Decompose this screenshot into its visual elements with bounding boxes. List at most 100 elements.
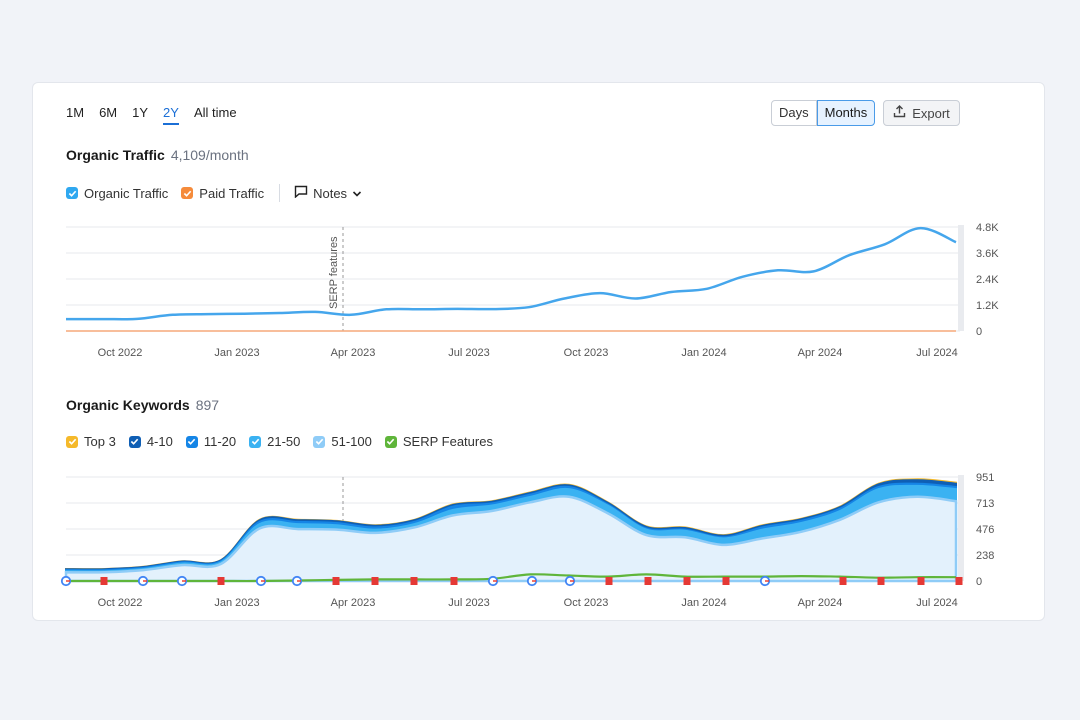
y-tick-label: 4.8K [976,222,999,234]
range-all-time[interactable]: All time [193,105,237,120]
legend-label: Paid Traffic [199,185,265,201]
note-flag-icon [955,577,963,585]
date-range-selector: 1M 6M 1Y 2Y All time [66,105,252,125]
keywords-title: Organic Keywords 897 [66,397,219,413]
notes-label: Notes [313,185,348,201]
note-flag-icon [100,577,108,585]
chevron-down-icon [352,186,362,201]
checkbox-icon [128,435,141,448]
note-flag-icon [917,577,925,585]
note-flag-icon [332,577,340,585]
legend-label: 4-10 [146,434,173,449]
upload-icon [893,105,906,121]
y-tick-label: 476 [976,524,994,536]
legend-label: 11-20 [203,434,237,449]
legend-divider [279,184,281,202]
x-tick-label: Apr 2023 [331,347,376,359]
legend-organic-traffic[interactable]: Organic Traffic [66,186,168,201]
traffic-title-text: Organic Traffic [66,147,165,163]
organic-traffic-line [66,226,957,321]
y-tick-label: 238 [976,550,994,562]
legend-label: Top 3 [84,434,116,449]
months-button[interactable]: Months [816,100,876,126]
google-update-icon [759,575,771,587]
range-2y[interactable]: 2Y [163,105,179,125]
export-label: Export [912,105,950,121]
x-tick-label: Oct 2022 [98,347,143,359]
y-tick-label: 2.4K [976,274,999,286]
y-tick-label: 0 [976,576,982,588]
organic-research-card: 1M 6M 1Y 2Y All time Days Months Export … [32,82,1045,621]
x-tick-label: Oct 2023 [564,597,609,609]
legend-label: SERP Features [402,434,493,449]
range-1m[interactable]: 1M [66,105,85,120]
checkbox-icon [384,435,397,448]
note-flag-icon [683,577,691,585]
51-100-area [64,495,958,583]
note-flag-icon [410,577,418,585]
traffic-value: 4,109/month [170,147,249,163]
keywords-legend: Top 3 4-10 11-20 21-50 51-100 SERP Featu… [66,434,506,449]
x-tick-label: Jan 2024 [681,597,726,609]
y-tick-label: 713 [976,498,994,510]
google-update-icon [526,575,538,587]
comment-icon [294,185,308,201]
checkbox-icon [181,187,194,199]
checkbox-icon [185,435,198,448]
annotation-label: SERP features [328,236,340,309]
google-update-icon [487,575,499,587]
x-tick-label: Apr 2024 [798,347,843,359]
checkbox-icon [66,187,78,199]
days-button[interactable]: Days [771,100,817,126]
google-update-icon [137,575,149,587]
chart-end-bar [958,225,964,331]
legend-serp-features[interactable]: SERP Features [384,434,493,449]
x-tick-label: Jan 2023 [214,597,259,609]
export-button[interactable]: Export [883,100,960,126]
x-tick-label: Jul 2024 [916,347,958,359]
traffic-title: Organic Traffic 4,109/month [66,147,249,163]
x-tick-label: Jan 2024 [681,347,726,359]
x-tick-label: Jul 2023 [448,597,490,609]
legend-top-3[interactable]: Top 3 [66,434,116,449]
legend-label: Organic Traffic [84,185,169,201]
checkbox-icon [249,435,262,448]
y-tick-label: 0 [976,326,982,338]
granularity-toggle: Days Months [771,100,876,126]
google-update-icon [255,575,267,587]
note-flag-icon [644,577,652,585]
x-tick-label: Oct 2022 [98,597,143,609]
legend-21-50[interactable]: 21-50 [249,434,300,449]
note-flag-icon [371,577,379,585]
y-tick-label: 1.2K [976,300,999,312]
x-tick-label: Jul 2024 [916,597,958,609]
checkbox-icon [313,435,326,448]
range-1y[interactable]: 1Y [132,105,149,120]
y-tick-label: 951 [976,472,994,484]
keywords-value: 897 [195,397,220,413]
legend-4-10[interactable]: 4-10 [128,434,173,449]
legend-11-20[interactable]: 11-20 [185,434,237,449]
note-flag-icon [877,577,885,585]
note-flag-icon [839,577,847,585]
google-update-icon [564,575,576,587]
x-tick-label: Jan 2023 [214,347,259,359]
legend-51-100[interactable]: 51-100 [313,434,372,449]
range-6m[interactable]: 6M [99,105,118,120]
x-tick-label: Apr 2024 [798,597,843,609]
notes-dropdown[interactable]: Notes [294,185,362,201]
legend-paid-traffic[interactable]: Paid Traffic [181,186,264,201]
google-update-icon [176,575,188,587]
x-tick-label: Apr 2023 [331,597,376,609]
google-update-icon [60,575,72,587]
note-flag-icon [605,577,613,585]
legend-label: 51-100 [331,434,372,449]
x-tick-label: Oct 2023 [564,347,609,359]
note-flag-icon [450,577,458,585]
note-flag-icon [722,577,730,585]
organic-traffic-chart: 0 1.2K 2.4K 3.6K 4.8K Oct 2022 Jan 2023 Apr 202… [66,222,999,359]
chart-end-bar [958,475,964,581]
keywords-title-text: Organic Keywords [66,397,190,413]
y-tick-label: 3.6K [976,248,999,260]
x-tick-label: Jul 2023 [448,347,490,359]
